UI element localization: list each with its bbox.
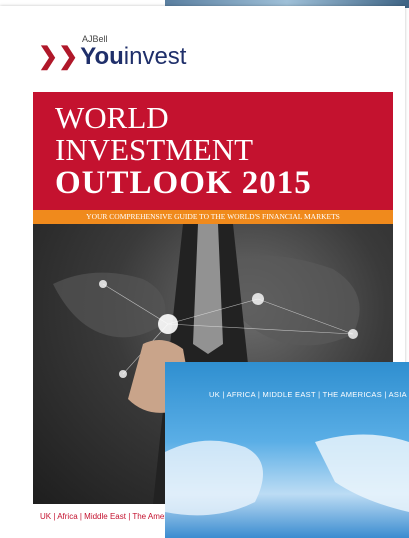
background-image — [165, 0, 409, 8]
second-cover: UK | AFRICA | MIDDLE EAST | THE AMERICAS… — [165, 362, 409, 538]
logo-small: AJBell — [82, 34, 108, 44]
regions: UK | Africa | Middle East | The Americas… — [40, 512, 203, 521]
title-line: OUTLOOK 2015 — [55, 165, 312, 201]
logo-bold: You — [80, 43, 124, 70]
logo-main: ❯❯Youinvest — [38, 43, 187, 70]
tagline: YOUR COMPREHENSIVE GUIDE TO THE WORLD'S … — [33, 210, 393, 224]
logo-light: invest — [123, 43, 187, 70]
title-line: WORLD — [55, 100, 169, 135]
globe-art — [165, 434, 409, 516]
title-banner: WORLD INVESTMENT OUTLOOK 2015 — [33, 92, 393, 210]
regions: UK | AFRICA | MIDDLE EAST | THE AMERICAS… — [209, 390, 407, 399]
title-line: INVESTMENT — [55, 132, 254, 167]
